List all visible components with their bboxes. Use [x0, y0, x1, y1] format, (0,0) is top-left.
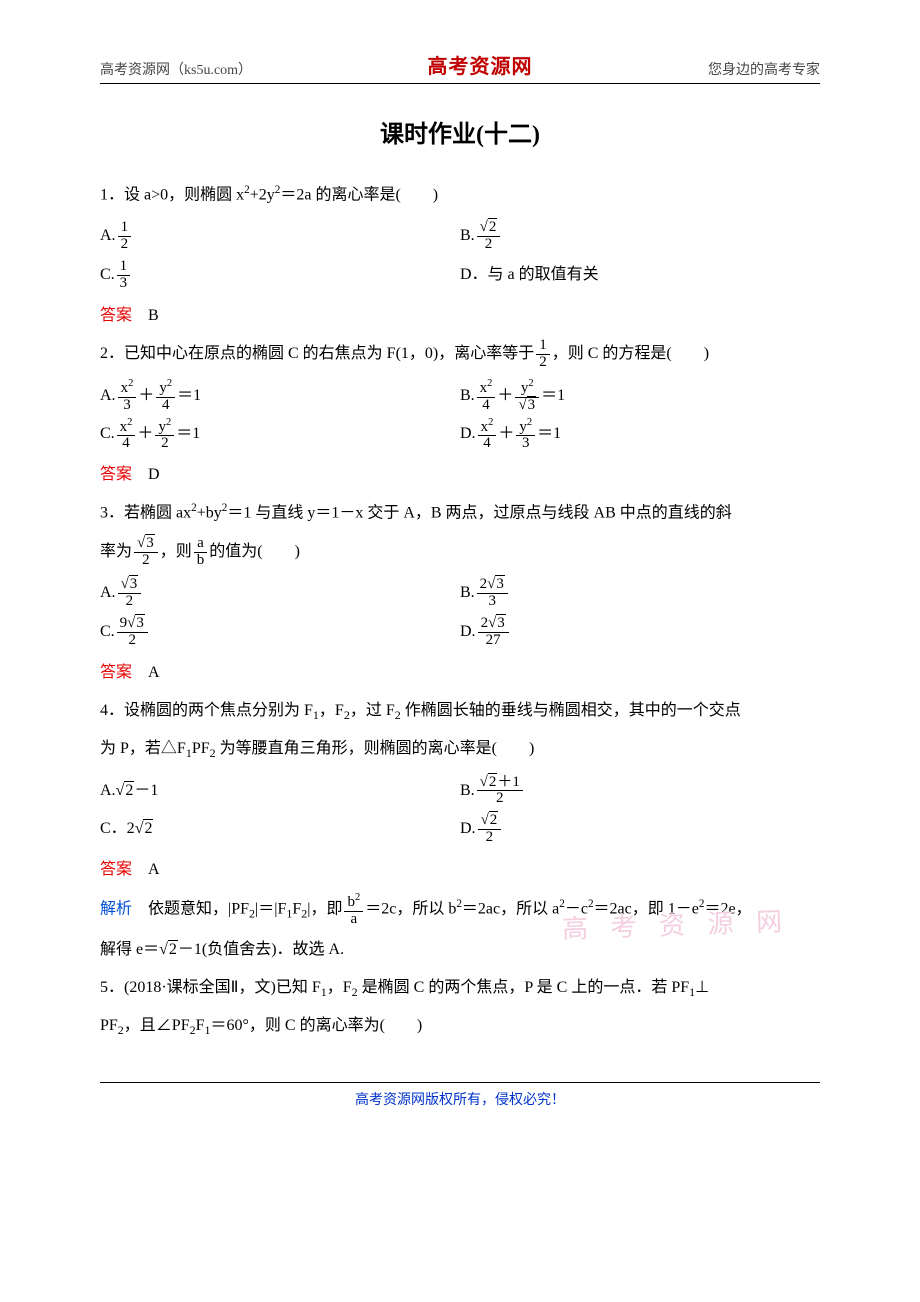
q1-answer: 答案 B: [100, 300, 820, 332]
q3-stem-line2: 率为32，则ab的值为( ): [100, 536, 820, 569]
footer-divider: [100, 1082, 820, 1083]
q1-option-b: B.22: [460, 217, 820, 255]
q4-option-b: B.2＋12: [460, 772, 820, 810]
header-right: 您身边的高考专家: [708, 59, 820, 79]
q3-option-b: B.233: [460, 574, 820, 612]
footer-text: 高考资源网版权所有，侵权必究！: [100, 1089, 820, 1149]
q4-analysis-line2: 解得 e＝2－1(负值舍去)．故选 A.: [100, 934, 820, 966]
answer-label: 答案: [100, 307, 132, 324]
q4-option-c: C．22: [100, 810, 460, 848]
q4-analysis-line1: 解析 依题意知，|PF2|＝|F1F2|，即b2a＝2c，所以 b2＝2ac，所…: [100, 892, 820, 928]
answer-label: 答案: [100, 861, 132, 878]
q1-option-d: D．与 a 的取值有关: [460, 256, 820, 294]
q2-options: A.x23＋y24＝1 B.x24＋y23＝1 C.x24＋y22＝1 D.x2…: [100, 377, 820, 454]
header-left: 高考资源网（ks5u.com）: [100, 59, 252, 79]
q3-answer: 答案 A: [100, 657, 820, 689]
q3-option-d: D.2327: [460, 613, 820, 651]
q2-option-d: D.x24＋y23＝1: [460, 415, 820, 453]
answer-label: 答案: [100, 664, 132, 681]
page-header: 高考资源网（ks5u.com） 高考资源网 您身边的高考专家: [100, 50, 820, 79]
q2-option-b: B.x24＋y23＝1: [460, 377, 820, 415]
q1-stem: 1．设 a>0，则椭圆 x2+2y2＝2a 的离心率是( ): [100, 179, 820, 211]
q4-answer: 答案 A: [100, 854, 820, 886]
q2-answer: 答案 D: [100, 459, 820, 491]
q4-option-d: D.22: [460, 810, 820, 848]
q4-option-a: A.2－1: [100, 772, 460, 810]
page-title: 课时作业(十二): [100, 114, 820, 149]
q4-stem-line1: 4．设椭圆的两个焦点分别为 F1，F2，过 F2 作椭圆长轴的垂线与椭圆相交，其…: [100, 695, 820, 727]
header-divider: [100, 83, 820, 84]
analysis-label: 解析: [100, 901, 132, 918]
q3-stem-line1: 3．若椭圆 ax2+by2＝1 与直线 y＝1－x 交于 A，B 两点，过原点与…: [100, 497, 820, 529]
answer-label: 答案: [100, 466, 132, 483]
q4-options: A.2－1 B.2＋12 C．22 D.22: [100, 772, 820, 849]
q3-option-c: C.932: [100, 613, 460, 651]
q4-stem-line2: 为 P，若△F1PF2 为等腰直角三角形，则椭圆的离心率是( ): [100, 733, 820, 765]
q2-option-c: C.x24＋y22＝1: [100, 415, 460, 453]
q1-option-c: C.13: [100, 256, 460, 294]
q2-stem: 2．已知中心在原点的椭圆 C 的右焦点为 F(1，0)，离心率等于12，则 C …: [100, 338, 820, 371]
header-logo-text: 高考资源网: [428, 50, 533, 79]
q5-stem-line2: PF2，且∠PF2F1＝60°，则 C 的离心率为( ): [100, 1010, 820, 1042]
q3-options: A.32 B.233 C.932 D.2327: [100, 574, 820, 651]
q1-options: A.12 B.22 C.13 D．与 a 的取值有关: [100, 217, 820, 294]
q1-option-a: A.12: [100, 217, 460, 255]
q3-option-a: A.32: [100, 574, 460, 612]
q5-stem-line1: 5．(2018·课标全国Ⅱ，文)已知 F1，F2 是椭圆 C 的两个焦点，P 是…: [100, 972, 820, 1004]
q2-option-a: A.x23＋y24＝1: [100, 377, 460, 415]
